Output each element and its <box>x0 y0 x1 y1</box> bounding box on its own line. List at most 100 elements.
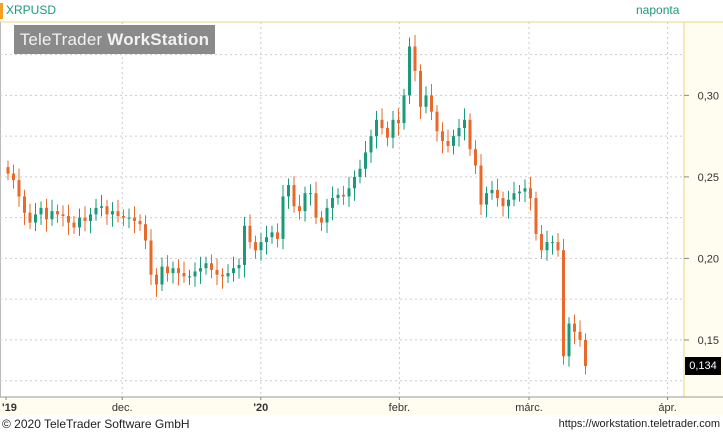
candle-body <box>160 266 164 285</box>
candle-body <box>342 194 345 197</box>
candle-body <box>17 180 21 197</box>
candle-body <box>105 206 109 215</box>
candle-body <box>171 268 175 274</box>
candle-body <box>111 211 114 215</box>
candle-body <box>375 119 378 137</box>
period-label[interactable]: naponta <box>636 3 680 17</box>
candle-body <box>413 46 417 71</box>
watermark-regular: TeleTrader <box>19 30 108 49</box>
candle-body <box>490 189 494 194</box>
candle-body <box>39 207 43 215</box>
price-axis-background <box>684 22 723 397</box>
y-tick-label: 0,25 <box>698 172 719 184</box>
x-axis: '19 dec. '20 febr. márc. ápr. <box>2 397 677 414</box>
candle-body <box>336 194 340 199</box>
y-tick-label: 0,30 <box>698 90 719 102</box>
candle-body <box>67 216 70 223</box>
candle-body <box>463 119 466 128</box>
candle-body <box>248 225 252 243</box>
candle-body <box>446 141 450 146</box>
watermark-bold: WorkStation <box>107 30 210 49</box>
symbol-label[interactable]: XRPUSD <box>6 3 57 17</box>
candle-body <box>72 222 76 228</box>
candle-body <box>534 198 538 234</box>
candle-body <box>441 131 444 142</box>
candle-body <box>474 149 477 166</box>
candle-body <box>573 323 576 332</box>
candle-body <box>28 212 32 223</box>
candle-body <box>89 214 92 221</box>
candle-body <box>122 216 125 218</box>
x-tick-label: ápr. <box>658 402 676 414</box>
candle-body <box>149 240 153 275</box>
candle-body <box>386 127 389 138</box>
candle-body <box>45 207 48 220</box>
candle-body <box>562 250 565 357</box>
candle-body <box>391 119 395 138</box>
symbol-marker <box>0 3 3 19</box>
candle-body <box>177 268 180 274</box>
copyright-text: © 2020 TeleTrader Software GmbH <box>2 417 190 431</box>
candle-body <box>523 188 527 192</box>
candle-body <box>397 119 400 124</box>
candle-body <box>155 274 158 285</box>
y-tick-label: 0,15 <box>698 335 719 347</box>
candle-body <box>265 237 268 243</box>
candle-body <box>578 331 582 340</box>
candle-body <box>380 119 384 128</box>
candle-body <box>518 191 521 194</box>
candle-body <box>259 242 263 251</box>
candle-body <box>298 206 301 212</box>
candle-body <box>166 266 169 274</box>
candle-body <box>347 188 351 197</box>
candle-body <box>276 232 279 239</box>
candle-body <box>501 198 505 207</box>
candle-body <box>567 323 571 357</box>
candle-body <box>457 127 461 137</box>
candle-body <box>496 189 499 199</box>
candle-body <box>6 167 10 174</box>
candle-body <box>237 264 241 269</box>
candle-body <box>325 207 329 223</box>
candle-body <box>188 276 191 278</box>
candle-body <box>551 242 554 244</box>
candle-body <box>254 242 257 251</box>
candle-body <box>408 46 411 96</box>
candle-body <box>133 217 136 221</box>
last-price-box: 0,134 <box>685 357 721 376</box>
candle-body <box>210 263 213 270</box>
candle-body <box>281 196 285 239</box>
candle-body <box>314 193 318 218</box>
candle-body <box>529 188 532 199</box>
candle-body <box>56 211 59 215</box>
candle-body <box>138 220 142 225</box>
candle-body <box>127 217 131 219</box>
candle-body <box>292 185 296 207</box>
x-tick-label: márc. <box>515 402 543 414</box>
x-tick-label: febr. <box>389 402 410 414</box>
candle-body <box>270 232 274 238</box>
watermark-logo: TeleTrader WorkStation <box>14 25 215 54</box>
x-tick-label: dec. <box>112 402 133 414</box>
candle-body <box>78 217 81 228</box>
candle-body <box>468 119 472 150</box>
candle-body <box>507 199 510 207</box>
source-url[interactable]: https://workstation.teletrader.com <box>558 418 720 430</box>
candle-body <box>144 224 147 241</box>
candle-body <box>182 273 186 277</box>
candle-body <box>204 263 208 269</box>
candle-series <box>6 35 587 375</box>
candle-body <box>287 185 290 197</box>
candle-body <box>485 193 488 205</box>
candle-body <box>430 95 433 112</box>
candle-body <box>116 211 120 217</box>
candle-body <box>100 206 103 208</box>
candle-body <box>369 136 373 153</box>
candle-body <box>353 176 356 189</box>
candle-body <box>545 242 549 251</box>
y-tick-label: 0,20 <box>698 253 719 265</box>
candle-body <box>364 152 367 169</box>
candle-body <box>556 242 560 251</box>
